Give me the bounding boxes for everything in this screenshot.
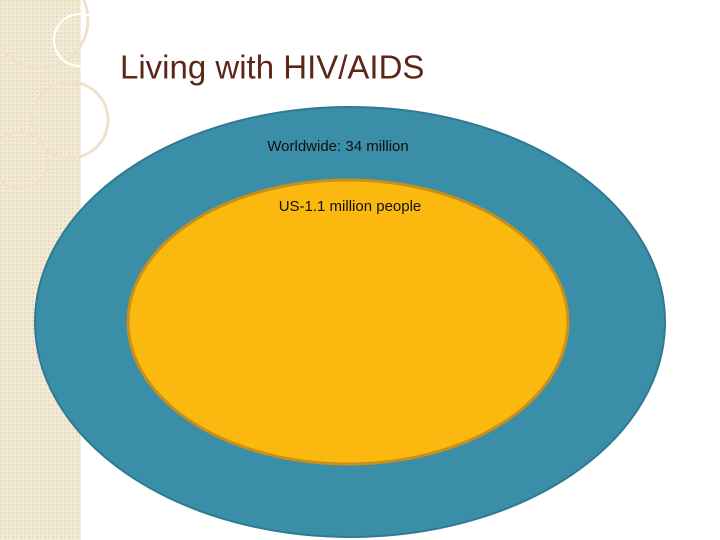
outer-label: Worldwide: 34 million <box>267 138 408 155</box>
title: Living with HIV/AIDS <box>120 49 424 86</box>
decor-circles <box>0 0 110 190</box>
inner-label: US-1.1 million people <box>279 198 422 215</box>
inner-ellipse <box>126 178 570 466</box>
